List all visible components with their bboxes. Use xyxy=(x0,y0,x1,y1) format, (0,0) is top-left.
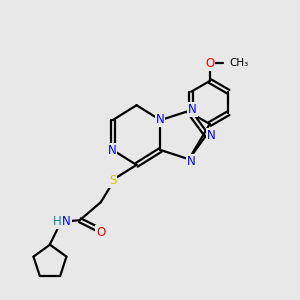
Text: N: N xyxy=(206,129,215,142)
Text: O: O xyxy=(205,57,214,70)
Text: S: S xyxy=(109,174,116,187)
Text: H: H xyxy=(52,214,61,228)
Text: N: N xyxy=(62,215,71,228)
Text: N: N xyxy=(188,103,197,116)
Text: CH₃: CH₃ xyxy=(230,58,249,68)
Text: N: N xyxy=(187,155,196,168)
Text: N: N xyxy=(108,143,116,157)
Text: N: N xyxy=(155,113,164,126)
Text: O: O xyxy=(96,226,105,238)
